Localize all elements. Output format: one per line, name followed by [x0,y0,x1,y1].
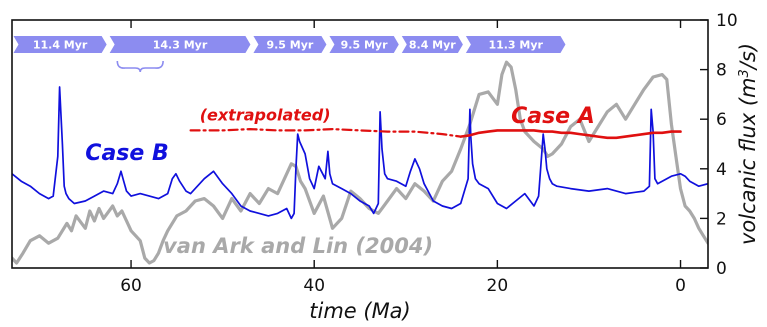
y-tick-label-0: 0 [716,259,727,279]
x-tick-label-20: 20 [487,276,509,296]
y-axis-title-pre: volcanic flux (m [736,77,760,245]
case-b-series-line [12,86,708,220]
axes-layer: 60 40 20 0 0 2 4 6 8 10 [120,11,737,296]
y-axis-title: volcanic flux (m3/s) [736,43,760,245]
annotation-3: (extrapolated) [200,105,331,124]
duration-segment-4 [329,36,399,53]
duration-segment-label-4: 9.5 Myr [341,39,388,52]
y-tick-label-4: 4 [716,160,727,180]
duration-segment-label-3: 9.5 Myr [266,39,313,52]
duration-segment-label-5: 8.4 Myr [409,39,456,52]
case-a-extrapolated-line [189,128,462,138]
series-layer [12,60,708,265]
case-a-series-line [459,129,682,140]
x-tick-label-0: 0 [675,276,686,296]
y-axis-title-sup: 3 [737,69,752,77]
annotation-2: Case B [85,141,168,166]
y-tick-label-8: 8 [716,61,727,81]
duration-segment-6 [465,36,566,53]
duration-segments-layer: 11.4 Myr 14.3 Myr 9.5 Myr 9.5 Myr 8.4 Myr 11.… [13,36,566,73]
x-axis-title: time (Ma) [309,299,411,323]
x-tick-label-40: 40 [303,276,325,296]
brace-mark [116,60,164,73]
duration-segment-label-6: 11.3 Myr [488,39,543,52]
annotation-4: van Ark and Lin (2004) [163,234,433,258]
duration-segment-1 [13,36,107,53]
y-tick-label-10: 10 [716,11,738,31]
duration-segment-5 [401,36,463,53]
van-ark-series-line [12,60,708,265]
plot-frame [11,19,709,269]
annotation-1: Case A [511,104,595,129]
x-tick-label-60: 60 [120,276,142,296]
duration-segment-label-2: 14.3 Myr [153,39,208,52]
duration-segment-label-1: 11.4 Myr [33,39,88,52]
y-axis-title-post: /s) [736,43,760,71]
y-tick-label-6: 6 [716,110,727,130]
y-tick-label-2: 2 [716,209,727,229]
duration-segment-3 [253,36,327,53]
duration-segment-2 [109,36,251,53]
annotations-layer: Case A Case B (extrapolated) van Ark and Li… [85,104,595,258]
